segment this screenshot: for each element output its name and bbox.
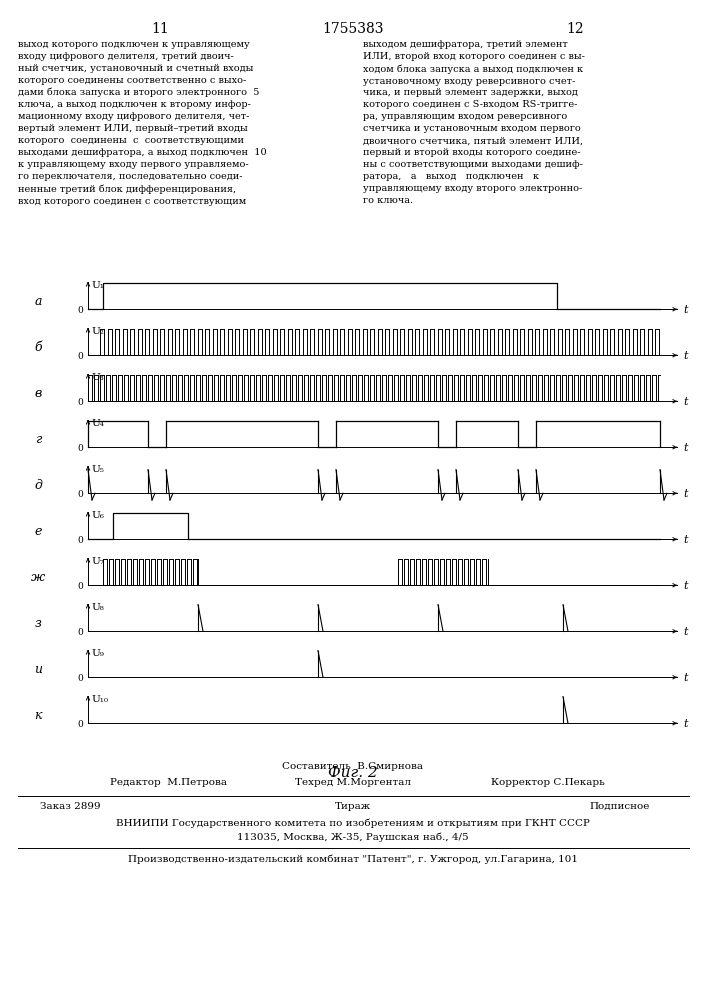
Text: Техред М.Моргентал: Техред М.Моргентал (295, 778, 411, 787)
Text: 0: 0 (77, 306, 83, 315)
Text: Корректор С.Пекарь: Корректор С.Пекарь (491, 778, 605, 787)
Text: U₁₀: U₁₀ (91, 695, 108, 704)
Text: 0: 0 (77, 720, 83, 729)
Text: t: t (683, 581, 687, 591)
Text: Производственно-издательский комбинат "Патент", г. Ужгород, ул.Гагарина, 101: Производственно-издательский комбинат "П… (128, 854, 578, 863)
Text: 0: 0 (77, 352, 83, 361)
Text: t: t (683, 489, 687, 499)
Text: и: и (34, 663, 42, 676)
Text: t: t (683, 397, 687, 407)
Text: 113035, Москва, Ж-35, Раушская наб., 4/5: 113035, Москва, Ж-35, Раушская наб., 4/5 (237, 832, 469, 842)
Text: ВНИИПИ Государственного комитета по изобретениям и открытиям при ГКНТ СССР: ВНИИПИ Государственного комитета по изоб… (116, 818, 590, 828)
Text: а: а (34, 295, 42, 308)
Text: г: г (35, 433, 41, 446)
Text: U₈: U₈ (91, 603, 104, 612)
Text: t: t (683, 673, 687, 683)
Text: U₅: U₅ (91, 465, 104, 474)
Text: t: t (683, 443, 687, 453)
Text: в: в (35, 387, 42, 400)
Text: U₃: U₃ (91, 373, 104, 382)
Text: ж: ж (31, 571, 45, 584)
Text: е: е (35, 525, 42, 538)
Text: t: t (683, 535, 687, 545)
Text: 0: 0 (77, 490, 83, 499)
Text: U₄: U₄ (91, 419, 104, 428)
Text: 0: 0 (77, 582, 83, 591)
Text: Редактор  М.Петрова: Редактор М.Петрова (110, 778, 227, 787)
Text: Заказ 2899: Заказ 2899 (40, 802, 100, 811)
Text: U₁: U₁ (91, 281, 104, 290)
Text: выходом дешифратора, третий элемент
ИЛИ, второй вход которого соединен с вы-
ход: выходом дешифратора, третий элемент ИЛИ,… (363, 40, 585, 205)
Text: 1755383: 1755383 (322, 22, 384, 36)
Text: 11: 11 (151, 22, 169, 36)
Text: з: з (35, 617, 42, 630)
Text: 0: 0 (77, 674, 83, 683)
Text: U₆: U₆ (91, 511, 104, 520)
Text: 0: 0 (77, 628, 83, 637)
Text: б: б (34, 341, 42, 354)
Text: к: к (34, 709, 42, 722)
Text: 0: 0 (77, 444, 83, 453)
Text: Тираж: Тираж (335, 802, 371, 811)
Text: Подписное: Подписное (590, 802, 650, 811)
Text: t: t (683, 305, 687, 315)
Text: U₇: U₇ (91, 557, 104, 566)
Text: t: t (683, 719, 687, 729)
Text: 0: 0 (77, 536, 83, 545)
Text: t: t (683, 627, 687, 637)
Text: выход которого подключен к управляющему
входу цифрового делителя, третий двоич-
: выход которого подключен к управляющему … (18, 40, 267, 206)
Text: U₂: U₂ (91, 327, 104, 336)
Text: t: t (683, 351, 687, 361)
Text: Фиг. 2: Фиг. 2 (328, 766, 378, 780)
Text: Составитель  В.Смирнова: Составитель В.Смирнова (283, 762, 423, 771)
Text: U₉: U₉ (91, 649, 104, 658)
Text: 0: 0 (77, 398, 83, 407)
Text: 12: 12 (566, 22, 584, 36)
Text: д: д (34, 479, 42, 492)
